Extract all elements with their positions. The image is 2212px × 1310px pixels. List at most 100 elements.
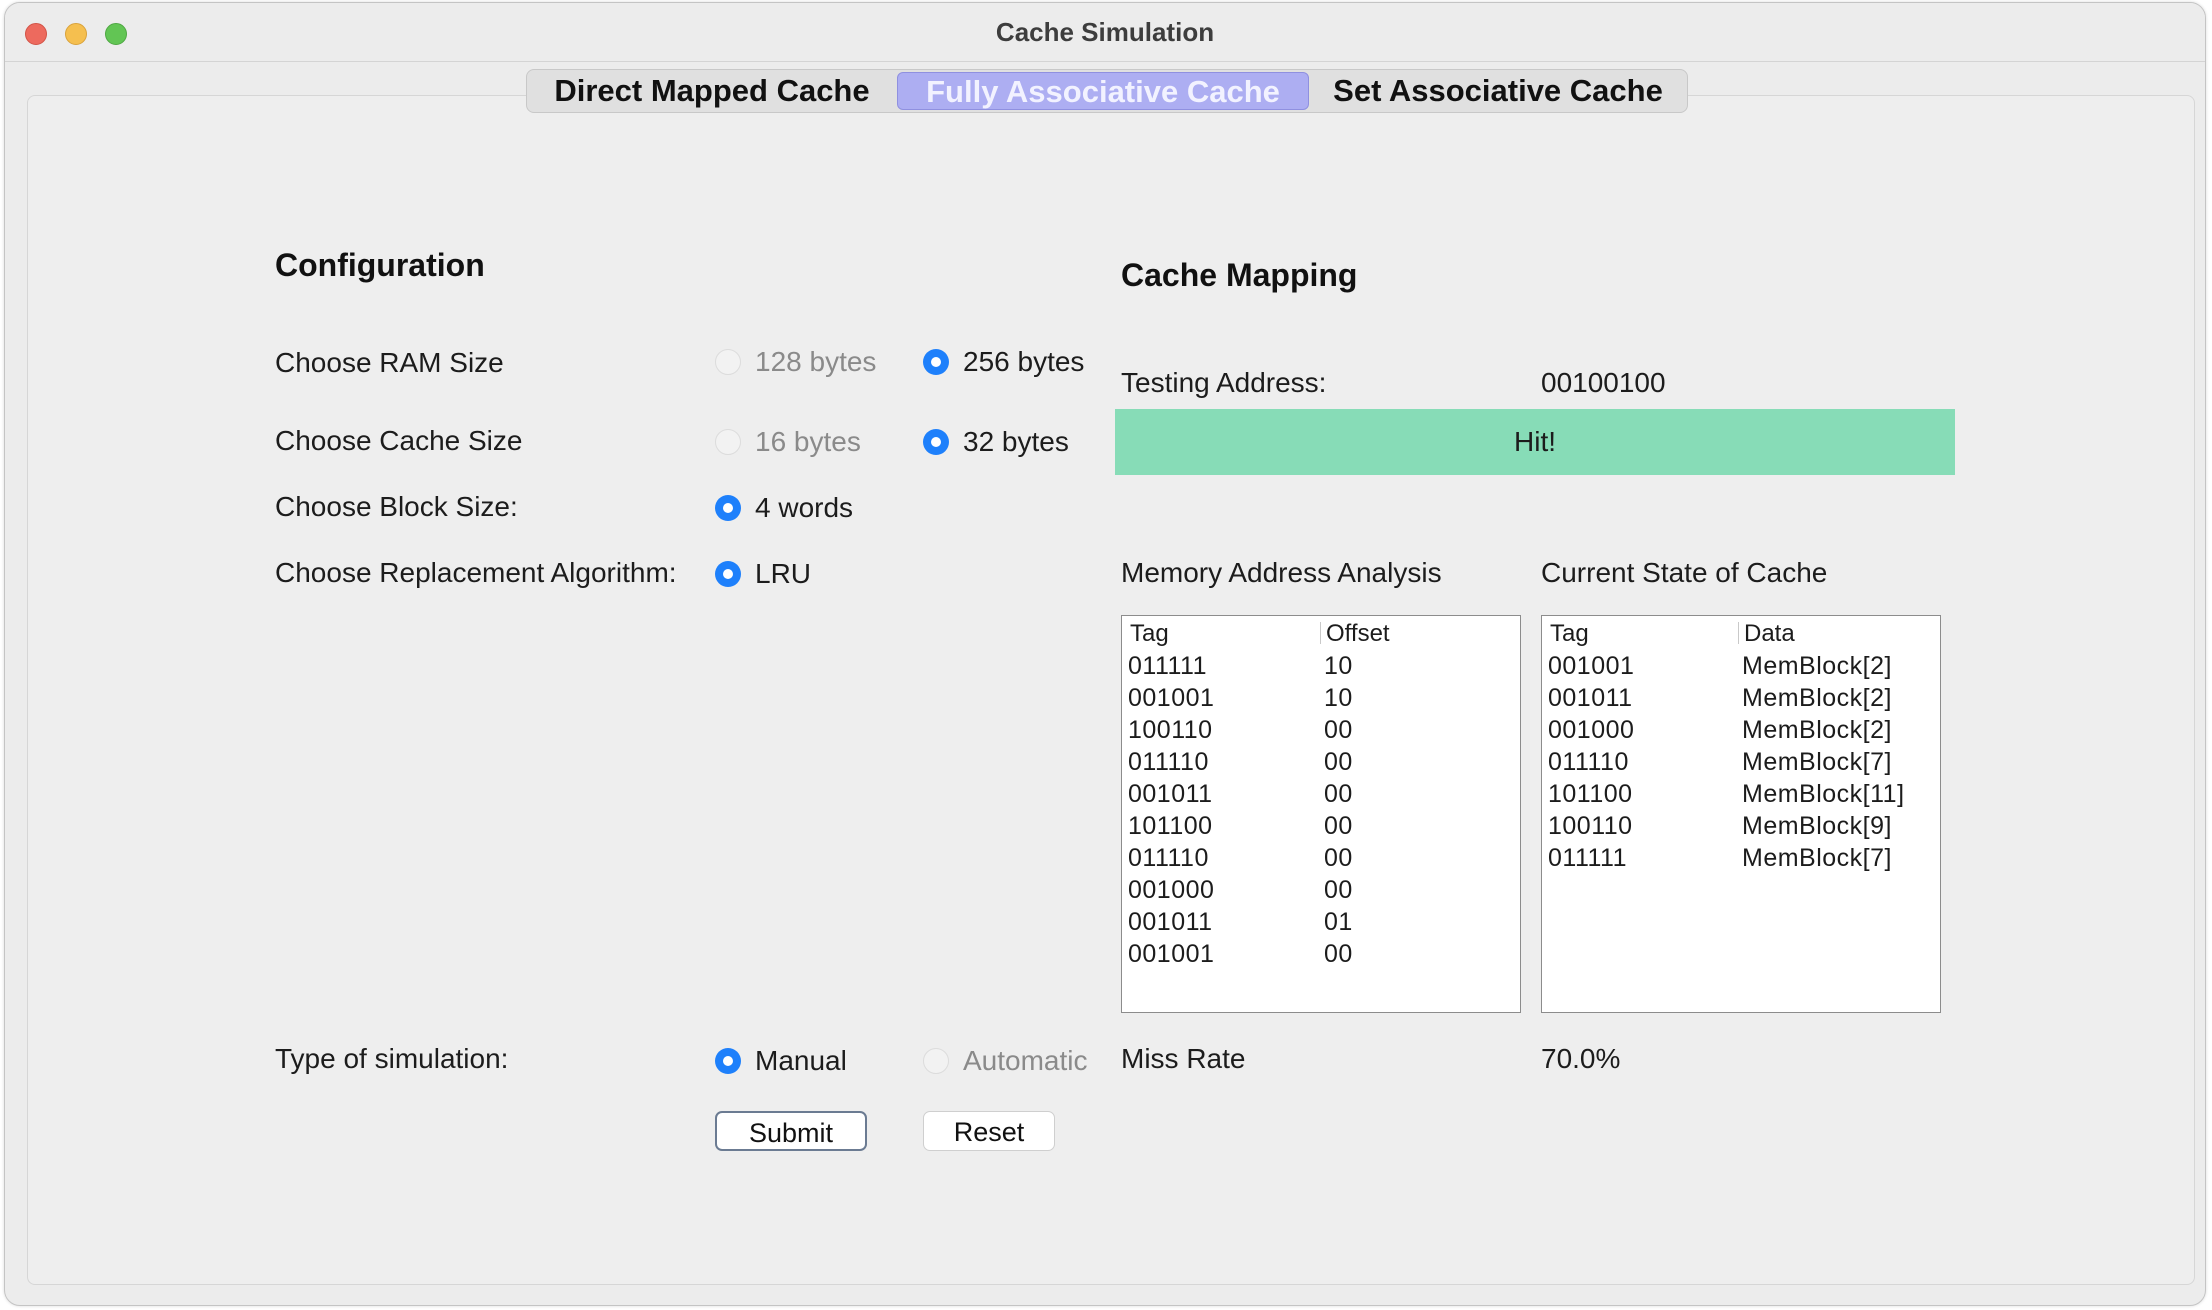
table-row[interactable]: 001011 00 [1122, 780, 1520, 812]
cell-tag: 100110 [1128, 716, 1213, 744]
cell-tag: 011110 [1128, 844, 1209, 872]
table-row[interactable]: 011110 MemBlock[7] [1542, 748, 1940, 780]
zoom-window-button[interactable] [105, 23, 127, 45]
column-divider [1320, 622, 1321, 644]
miss-rate-value: 70.0% [1541, 1043, 1621, 1074]
memory-analysis-rows: 011111 10 001001 10 100110 00 011110 00 001011 00… [1122, 652, 1520, 972]
column-header-tag: Tag [1130, 620, 1169, 647]
ram-size-label: Choose RAM Size [275, 347, 504, 378]
cell-tag: 001011 [1548, 684, 1633, 712]
table-row[interactable]: 101100 00 [1122, 812, 1520, 844]
radio-on-icon [923, 429, 949, 455]
cell-tag: 001000 [1548, 716, 1635, 744]
table-row[interactable]: 011110 00 [1122, 844, 1520, 876]
cache-size-label: Choose Cache Size [275, 425, 523, 456]
radio-off-icon [715, 429, 741, 455]
configuration-heading: Configuration [275, 247, 485, 283]
table-row[interactable]: 001001 10 [1122, 684, 1520, 716]
cache-16-label: 16 bytes [755, 426, 861, 457]
radio-on-icon [715, 495, 741, 521]
table-row[interactable]: 001011 01 [1122, 908, 1520, 940]
cache-32-label: 32 bytes [963, 426, 1069, 457]
minimize-window-button[interactable] [65, 23, 87, 45]
cell-tag: 100110 [1548, 812, 1633, 840]
cell-value: MemBlock[7] [1742, 844, 1892, 872]
cell-tag: 001001 [1548, 652, 1635, 680]
table-row[interactable]: 001001 00 [1122, 940, 1520, 972]
cell-value: MemBlock[2] [1742, 652, 1892, 680]
window-title: Cache Simulation [995, 17, 1215, 47]
cell-tag: 101100 [1128, 812, 1213, 840]
memory-analysis-table[interactable]: Tag Offset 011111 10 001001 10 100110 00 01111… [1121, 615, 1521, 1013]
table-row[interactable]: 011111 10 [1122, 652, 1520, 684]
table-row[interactable]: 100110 00 [1122, 716, 1520, 748]
table-row[interactable]: 101100 MemBlock[11] [1542, 780, 1940, 812]
tab-direct-mapped[interactable]: Direct Mapped Cache [554, 73, 870, 108]
cell-tag: 011111 [1548, 844, 1628, 872]
radio-off-icon [923, 1048, 949, 1074]
cell-value: 00 [1324, 716, 1353, 744]
manual-radio[interactable]: Manual [715, 1045, 847, 1077]
table-row[interactable]: 001000 MemBlock[2] [1542, 716, 1940, 748]
radio-on-icon [715, 1048, 741, 1074]
cell-value: 10 [1324, 684, 1353, 712]
block-size-label: Choose Block Size: [275, 491, 518, 522]
ram-256-radio[interactable]: 256 bytes [923, 346, 1084, 378]
testing-address-label: Testing Address: [1121, 367, 1327, 398]
table-row[interactable]: 011110 00 [1122, 748, 1520, 780]
cell-value: 10 [1324, 652, 1353, 680]
cell-value: 00 [1324, 844, 1353, 872]
cache-state-rows: 001001 MemBlock[2] 001011 MemBlock[2] 001000… [1542, 652, 1940, 876]
app-window: Cache Simulation Direct Mapped Cache Ful… [4, 2, 2206, 1306]
lru-label: LRU [755, 558, 812, 589]
table-row[interactable]: 001001 MemBlock[2] [1542, 652, 1940, 684]
cache-32-radio[interactable]: 32 bytes [923, 426, 1069, 458]
simulation-type-label: Type of simulation: [275, 1043, 509, 1074]
cache-state-table[interactable]: Tag Data 001001 MemBlock[2] 001011 MemBlock… [1541, 615, 1941, 1013]
cell-value: MemBlock[11] [1742, 780, 1905, 808]
tab-set-associative[interactable]: Set Associative Cache [1333, 73, 1663, 108]
table-row[interactable]: 001000 00 [1122, 876, 1520, 908]
column-header-offset: Offset [1326, 620, 1390, 647]
close-window-button[interactable] [25, 23, 47, 45]
reset-button[interactable]: Reset [923, 1111, 1055, 1151]
lru-radio[interactable]: LRU [715, 558, 811, 590]
cell-tag: 001001 [1128, 684, 1215, 712]
cell-tag: 011111 [1128, 652, 1208, 680]
cell-tag: 001011 [1128, 908, 1213, 936]
table-header: Tag Data [1542, 616, 1940, 650]
automatic-label: Automatic [963, 1045, 1088, 1076]
testing-address-value: 00100100 [1541, 367, 1666, 398]
table-row[interactable]: 011111 MemBlock[7] [1542, 844, 1940, 876]
tab-bar: Direct Mapped Cache Fully Associative Ca… [526, 69, 1688, 113]
hit-status-banner: Hit! [1115, 409, 1955, 475]
cell-tag: 011110 [1128, 748, 1209, 776]
column-divider [1738, 622, 1739, 644]
column-header-data: Data [1744, 620, 1795, 647]
title-bar: Cache Simulation [5, 3, 2205, 62]
radio-off-icon [715, 349, 741, 375]
cell-tag: 001011 [1128, 780, 1213, 808]
cell-value: 00 [1324, 748, 1353, 776]
table-row[interactable]: 100110 MemBlock[9] [1542, 812, 1940, 844]
cell-value: MemBlock[2] [1742, 684, 1892, 712]
cache-16-radio[interactable]: 16 bytes [715, 426, 861, 458]
block-4-words-label: 4 words [755, 492, 854, 523]
cell-tag: 001001 [1128, 940, 1215, 968]
automatic-radio[interactable]: Automatic [923, 1045, 1088, 1077]
cache-mapping-heading: Cache Mapping [1121, 257, 1358, 293]
replacement-algorithm-label: Choose Replacement Algorithm: [275, 557, 677, 588]
tab-fully-associative[interactable]: Fully Associative Cache [897, 72, 1309, 110]
cell-value: MemBlock[7] [1742, 748, 1892, 776]
table-header: Tag Offset [1122, 616, 1520, 650]
block-4-words-radio[interactable]: 4 words [715, 492, 853, 524]
submit-button[interactable]: Submit [715, 1111, 867, 1151]
table-row[interactable]: 001011 MemBlock[2] [1542, 684, 1940, 716]
ram-256-label: 256 bytes [963, 346, 1085, 377]
ram-128-radio[interactable]: 128 bytes [715, 346, 876, 378]
radio-on-icon [715, 561, 741, 587]
cell-value: 00 [1324, 780, 1353, 808]
column-header-tag: Tag [1550, 620, 1589, 647]
miss-rate-label: Miss Rate [1121, 1043, 1246, 1074]
cell-tag: 001000 [1128, 876, 1215, 904]
